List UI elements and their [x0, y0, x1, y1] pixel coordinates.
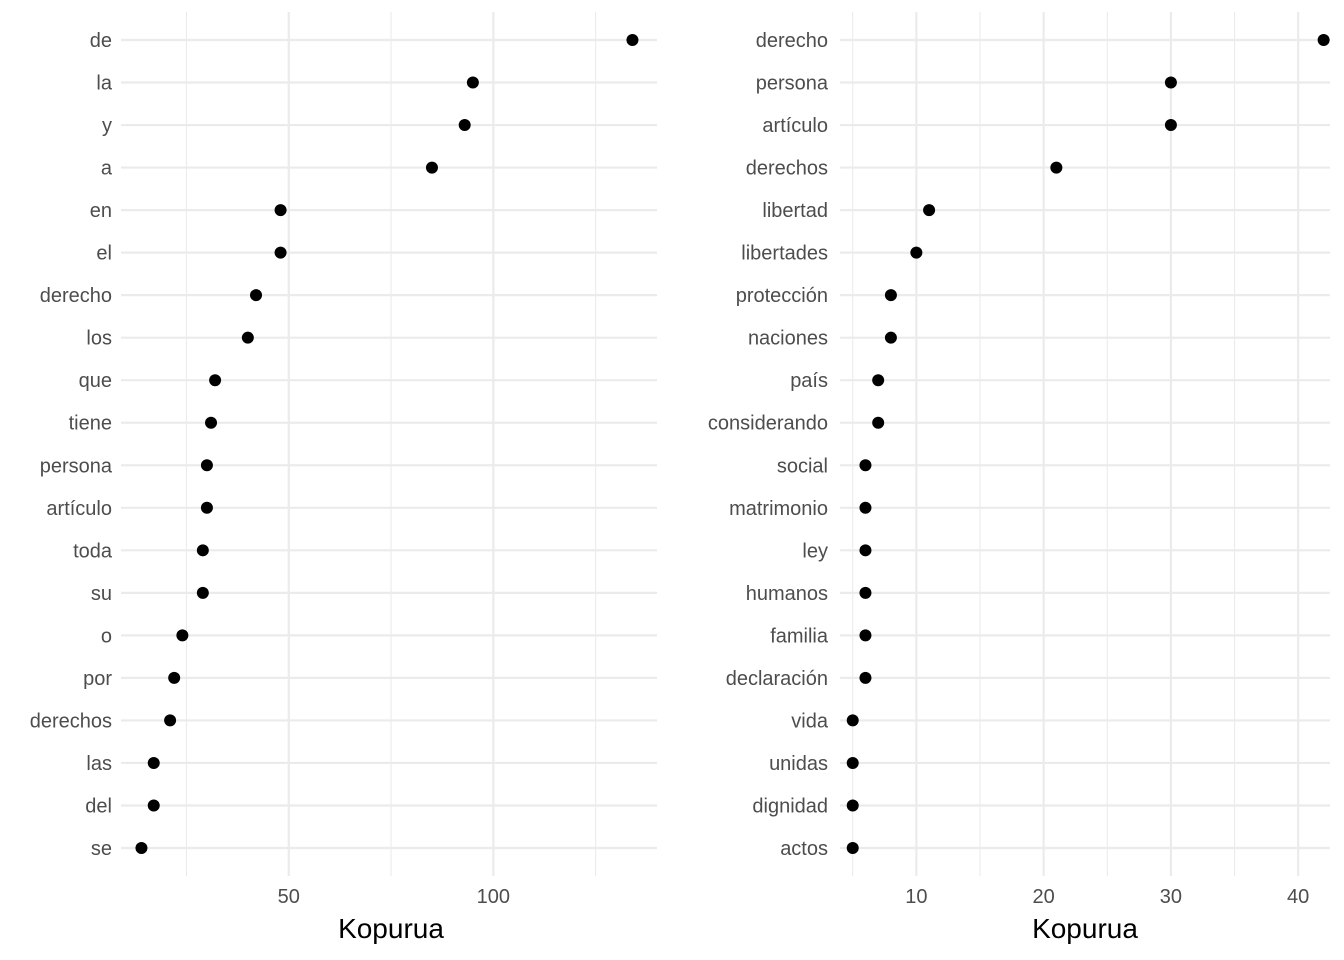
data-point [872, 416, 885, 429]
data-point [859, 671, 872, 684]
data-point [135, 842, 148, 854]
y-tick-label: protección [736, 285, 828, 307]
x-tick-label: 40 [1287, 886, 1309, 908]
y-tick-label: artículo [46, 498, 112, 520]
y-tick-label: unidas [769, 753, 828, 775]
y-tick-label: libertades [741, 243, 828, 265]
data-point [466, 76, 479, 89]
x-tick-label: 10 [905, 886, 927, 908]
y-tick-label: país [790, 370, 828, 392]
x-axis-title: Kopurua [1032, 913, 1138, 944]
data-point [859, 629, 872, 642]
data-point [626, 34, 639, 46]
y-tick-label: en [90, 200, 112, 222]
y-tick-label: derecho [40, 285, 112, 307]
y-tick-label: matrimonio [729, 498, 828, 520]
data-point [196, 544, 209, 557]
data-point [846, 756, 859, 769]
data-point [1050, 161, 1063, 174]
y-tick-label: social [777, 455, 828, 477]
data-point [859, 501, 872, 514]
data-point [884, 331, 897, 344]
data-point [241, 331, 254, 344]
y-tick-label: de [90, 30, 112, 52]
data-point [859, 459, 872, 472]
x-tick-label: 50 [278, 886, 300, 908]
data-point [176, 629, 189, 642]
data-point [196, 586, 209, 599]
data-point [147, 756, 160, 769]
y-tick-label: persona [756, 73, 829, 95]
y-tick-label: familia [770, 625, 829, 647]
data-point [200, 501, 213, 514]
x-tick-label: 30 [1160, 886, 1182, 908]
data-point [910, 246, 923, 259]
y-tick-label: por [83, 668, 112, 690]
x-tick-label: 20 [1033, 886, 1055, 908]
data-point [205, 416, 218, 429]
data-point [846, 799, 859, 812]
data-point [1164, 119, 1177, 132]
data-point [274, 246, 287, 259]
y-tick-label: a [101, 158, 113, 180]
y-tick-label: ley [802, 540, 828, 562]
y-tick-label: dignidad [752, 795, 828, 817]
y-tick-label: actos [780, 838, 828, 860]
y-tick-label: las [86, 753, 112, 775]
data-point [164, 714, 177, 727]
y-tick-label: artículo [762, 115, 828, 137]
data-point [846, 842, 859, 854]
data-point [859, 544, 872, 557]
right-panel-word-counts: derecho persona artículo derechos libertad li… [708, 12, 1330, 944]
x-axis-title: Kopurua [338, 913, 444, 944]
data-point [872, 374, 885, 387]
data-point [884, 289, 897, 302]
y-tick-label: que [79, 370, 112, 392]
data-point [923, 204, 936, 217]
y-tick-label: toda [73, 540, 113, 562]
data-point [250, 289, 263, 302]
y-tick-label: derechos [30, 710, 112, 732]
y-tick-label: naciones [748, 328, 828, 350]
data-point [1317, 34, 1330, 46]
data-point [1164, 76, 1177, 89]
y-tick-label: o [101, 625, 112, 647]
data-point [458, 119, 471, 132]
y-tick-label: humanos [746, 583, 828, 605]
y-tick-label: persona [40, 455, 113, 477]
y-tick-label: derechos [746, 158, 828, 180]
data-point [425, 161, 438, 174]
y-tick-label: la [96, 73, 112, 95]
y-tick-label: del [85, 795, 112, 817]
data-point [209, 374, 222, 387]
y-tick-label: y [102, 115, 112, 137]
y-tick-label: tiene [69, 413, 112, 435]
y-tick-label: derecho [756, 30, 828, 52]
data-point [846, 714, 859, 727]
y-tick-label: considerando [708, 413, 828, 435]
y-tick-label: los [86, 328, 112, 350]
y-tick-label: libertad [762, 200, 828, 222]
data-point [274, 204, 287, 217]
y-tick-label: el [96, 243, 112, 265]
data-point [147, 799, 160, 812]
y-tick-label: se [91, 838, 112, 860]
data-point [200, 459, 213, 472]
x-tick-label: 100 [477, 886, 510, 908]
y-tick-label: su [91, 583, 112, 605]
data-point [859, 586, 872, 599]
left-panel-word-counts: de la ya en el derecho los que tiene persona artíc… [30, 12, 657, 944]
y-tick-label: vida [791, 710, 829, 732]
data-point [168, 671, 181, 684]
y-tick-label: declaración [726, 668, 828, 690]
